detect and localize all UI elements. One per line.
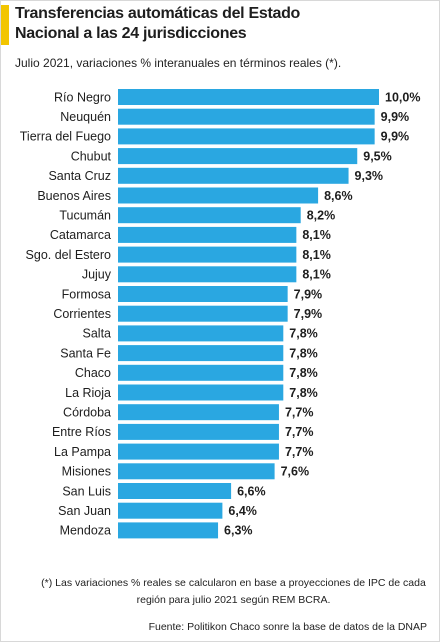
value-label: 7,6%: [281, 465, 310, 479]
bar: [118, 266, 297, 283]
y-tick-label: Jujuy: [82, 268, 112, 282]
value-label: 9,9%: [381, 110, 410, 124]
value-label: 6,4%: [228, 504, 257, 518]
y-tick-label: Córdoba: [63, 405, 111, 419]
y-tick-label: Catamarca: [50, 228, 111, 242]
y-tick-label: Misiones: [62, 465, 111, 479]
footnote: (*) Las variaciones % reales se calcular…: [41, 577, 426, 606]
y-tick-label: San Juan: [58, 504, 111, 518]
y-tick-label: La Rioja: [65, 386, 111, 400]
bar: [118, 207, 301, 224]
bar: [118, 483, 232, 499]
value-label: 8,2%: [307, 208, 336, 222]
value-label: 8,1%: [302, 228, 331, 242]
y-tick-label: Salta: [83, 327, 112, 341]
y-tick-label: Santa Cruz: [48, 169, 111, 183]
value-label: 7,8%: [289, 366, 318, 380]
value-label: 6,6%: [237, 484, 266, 498]
y-tick-label: Santa Fe: [60, 346, 111, 360]
bar: [118, 364, 284, 381]
chart-title: Transferencias automáticas del Estado Na…: [15, 5, 301, 42]
bar: [118, 463, 275, 480]
y-tick-label: Chubut: [71, 149, 112, 163]
bar: [118, 286, 288, 302]
bar: [118, 187, 319, 204]
y-tick-label: Mendoza: [60, 524, 111, 538]
y-tick-label: Neuquén: [60, 110, 111, 124]
y-tick-label: Río Negro: [54, 90, 111, 104]
bar: [118, 384, 284, 401]
value-label: 6,3%: [224, 524, 253, 538]
y-tick-label: Formosa: [62, 287, 111, 301]
value-label: 9,5%: [363, 149, 392, 163]
bar: [118, 148, 358, 165]
value-label: 8,6%: [324, 189, 353, 203]
y-tick-label: Tucumán: [59, 208, 111, 222]
bar: [118, 89, 379, 105]
value-label: 7,8%: [289, 327, 318, 341]
y-tick-label: Corrientes: [53, 307, 111, 321]
y-tick-label: Sgo. del Estero: [26, 248, 112, 262]
chart-subtitle: Julio 2021, variaciones % interanuales e…: [15, 56, 342, 70]
bar: [118, 226, 297, 243]
bar: [118, 345, 284, 362]
value-label: 7,7%: [285, 405, 314, 419]
y-tick-label: Entre Ríos: [52, 425, 111, 439]
y-tick-label: La Pampa: [54, 445, 111, 459]
bar: [118, 108, 375, 125]
value-label: 7,8%: [289, 346, 318, 360]
chart: Río Negro 10,0% Neuquén 9,9% Tierra del Fueg…: [20, 89, 420, 539]
bar: [118, 128, 375, 145]
y-tick-label: Chaco: [75, 366, 111, 380]
y-tick-label: Tierra del Fuego: [20, 130, 111, 144]
value-label: 7,9%: [294, 287, 323, 301]
source: Fuente: Politikon Chaco sonre la base de…: [148, 621, 427, 633]
bar: [118, 443, 279, 460]
value-label: 8,1%: [302, 268, 331, 282]
value-label: 8,1%: [302, 248, 331, 262]
bar: [118, 522, 219, 539]
value-label: 7,7%: [285, 425, 314, 439]
y-tick-label: Buenos Aires: [37, 189, 111, 203]
bar: [118, 305, 288, 322]
bar: [118, 167, 349, 184]
value-label: 7,8%: [289, 386, 318, 400]
bar: [118, 423, 279, 440]
value-label: 9,3%: [355, 169, 384, 183]
y-tick-label: San Luis: [62, 484, 111, 498]
bar: [118, 404, 279, 421]
bar: [118, 325, 284, 342]
accent: [1, 5, 9, 45]
value-label: 9,9%: [381, 130, 410, 144]
value-label: 7,7%: [285, 445, 314, 459]
value-label: 7,9%: [294, 307, 323, 321]
bar: [118, 502, 223, 519]
bar: [118, 246, 297, 263]
value-label: 10,0%: [385, 90, 420, 104]
